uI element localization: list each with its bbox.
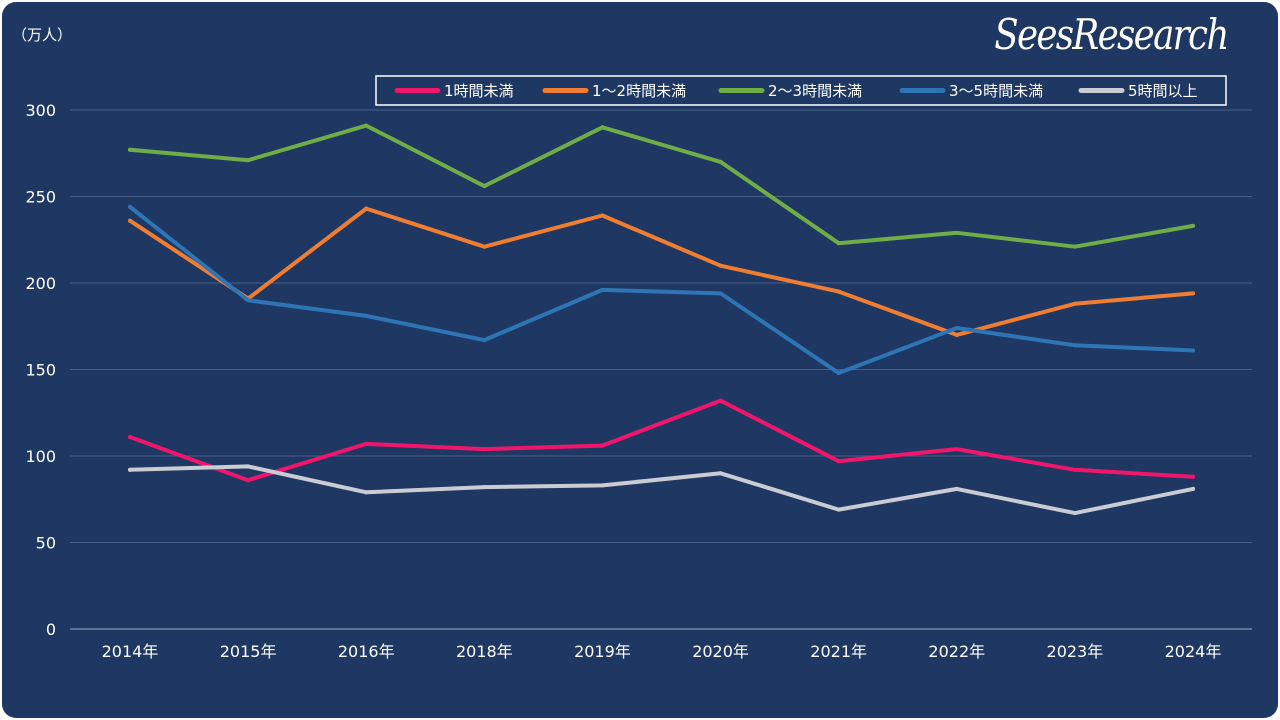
data-point bbox=[482, 338, 487, 343]
data-point bbox=[246, 158, 251, 163]
data-point bbox=[1191, 291, 1195, 296]
data-point bbox=[128, 434, 132, 439]
legend-label: 5時間以上 bbox=[1128, 82, 1198, 100]
legend-label: 2～3時間未満 bbox=[768, 82, 862, 100]
data-point bbox=[482, 244, 487, 249]
x-tick-label: 2022年 bbox=[928, 642, 985, 661]
x-tick-label: 2020年 bbox=[692, 642, 749, 661]
y-tick-label: 0 bbox=[46, 620, 56, 639]
data-point bbox=[718, 471, 723, 476]
x-tick-label: 2018年 bbox=[456, 642, 513, 661]
y-axis-ticks: 0 50 100 150 200 250 300 bbox=[25, 101, 56, 639]
data-point bbox=[1191, 486, 1195, 491]
data-point bbox=[364, 313, 369, 318]
data-point bbox=[954, 486, 959, 491]
legend-label: 1～2時間未満 bbox=[592, 82, 686, 100]
series-lines bbox=[128, 123, 1195, 516]
series-line-1 bbox=[128, 398, 1195, 483]
data-point bbox=[482, 447, 487, 452]
data-point bbox=[718, 263, 723, 268]
data-point bbox=[246, 478, 251, 483]
data-point bbox=[246, 298, 251, 303]
data-point bbox=[836, 459, 841, 464]
x-tick-label: 2023年 bbox=[1047, 642, 1104, 661]
data-point bbox=[954, 325, 959, 330]
data-point bbox=[482, 184, 487, 189]
data-point bbox=[364, 123, 369, 128]
data-point bbox=[836, 507, 841, 512]
x-tick-label: 2021年 bbox=[810, 642, 867, 661]
data-point bbox=[482, 485, 487, 490]
x-tick-label: 2024年 bbox=[1165, 642, 1222, 661]
legend-label: 3～5時間未満 bbox=[949, 82, 1043, 100]
y-tick-label: 100 bbox=[25, 447, 56, 466]
data-point bbox=[1072, 467, 1077, 472]
data-point bbox=[600, 287, 605, 292]
data-point bbox=[246, 464, 251, 469]
series-line-3 bbox=[128, 123, 1195, 249]
data-point bbox=[954, 230, 959, 235]
y-tick-label: 50 bbox=[36, 534, 56, 553]
x-tick-label: 2019年 bbox=[574, 642, 631, 661]
data-point bbox=[1191, 223, 1195, 228]
data-point bbox=[836, 241, 841, 246]
data-point bbox=[128, 147, 132, 152]
grid-lines bbox=[70, 109, 1252, 630]
data-point bbox=[364, 441, 369, 446]
y-tick-label: 250 bbox=[25, 188, 56, 207]
data-point bbox=[1191, 348, 1195, 353]
data-point bbox=[128, 218, 132, 223]
data-point bbox=[364, 206, 369, 211]
data-point bbox=[954, 447, 959, 452]
data-point bbox=[718, 159, 723, 164]
series-line-5 bbox=[128, 464, 1195, 516]
data-point bbox=[600, 443, 605, 448]
legend: 1時間未満 1～2時間未満 2～3時間未満 3～5時間未満 5時間以上 bbox=[375, 75, 1227, 106]
data-point bbox=[1072, 511, 1077, 516]
data-point bbox=[836, 289, 841, 294]
data-point bbox=[128, 467, 132, 472]
x-tick-label: 2015年 bbox=[220, 642, 277, 661]
data-point bbox=[128, 204, 132, 209]
x-axis-ticks: 2014年 2015年 2016年 2018年 2019年 2020年 2021年 2022年… bbox=[102, 642, 1222, 661]
data-point bbox=[836, 370, 841, 375]
data-point bbox=[600, 213, 605, 218]
legend-label: 1時間未満 bbox=[444, 82, 514, 100]
data-point bbox=[600, 483, 605, 488]
data-point bbox=[718, 398, 723, 403]
data-point bbox=[1191, 474, 1195, 479]
y-tick-label: 200 bbox=[25, 274, 56, 293]
y-tick-label: 300 bbox=[25, 101, 56, 120]
series-line-2 bbox=[128, 206, 1195, 337]
data-point bbox=[364, 490, 369, 495]
data-point bbox=[1072, 301, 1077, 306]
data-point bbox=[718, 291, 723, 296]
y-axis-unit-label: （万人） bbox=[12, 26, 73, 44]
data-point bbox=[1072, 244, 1077, 249]
data-point bbox=[954, 332, 959, 337]
series-line-4 bbox=[128, 204, 1195, 375]
x-tick-label: 2016年 bbox=[338, 642, 395, 661]
x-tick-label: 2014年 bbox=[102, 642, 159, 661]
data-point bbox=[1072, 343, 1077, 348]
y-tick-label: 150 bbox=[25, 361, 56, 380]
data-point bbox=[600, 125, 605, 130]
brand-logo: SeesResearch bbox=[994, 10, 1230, 59]
